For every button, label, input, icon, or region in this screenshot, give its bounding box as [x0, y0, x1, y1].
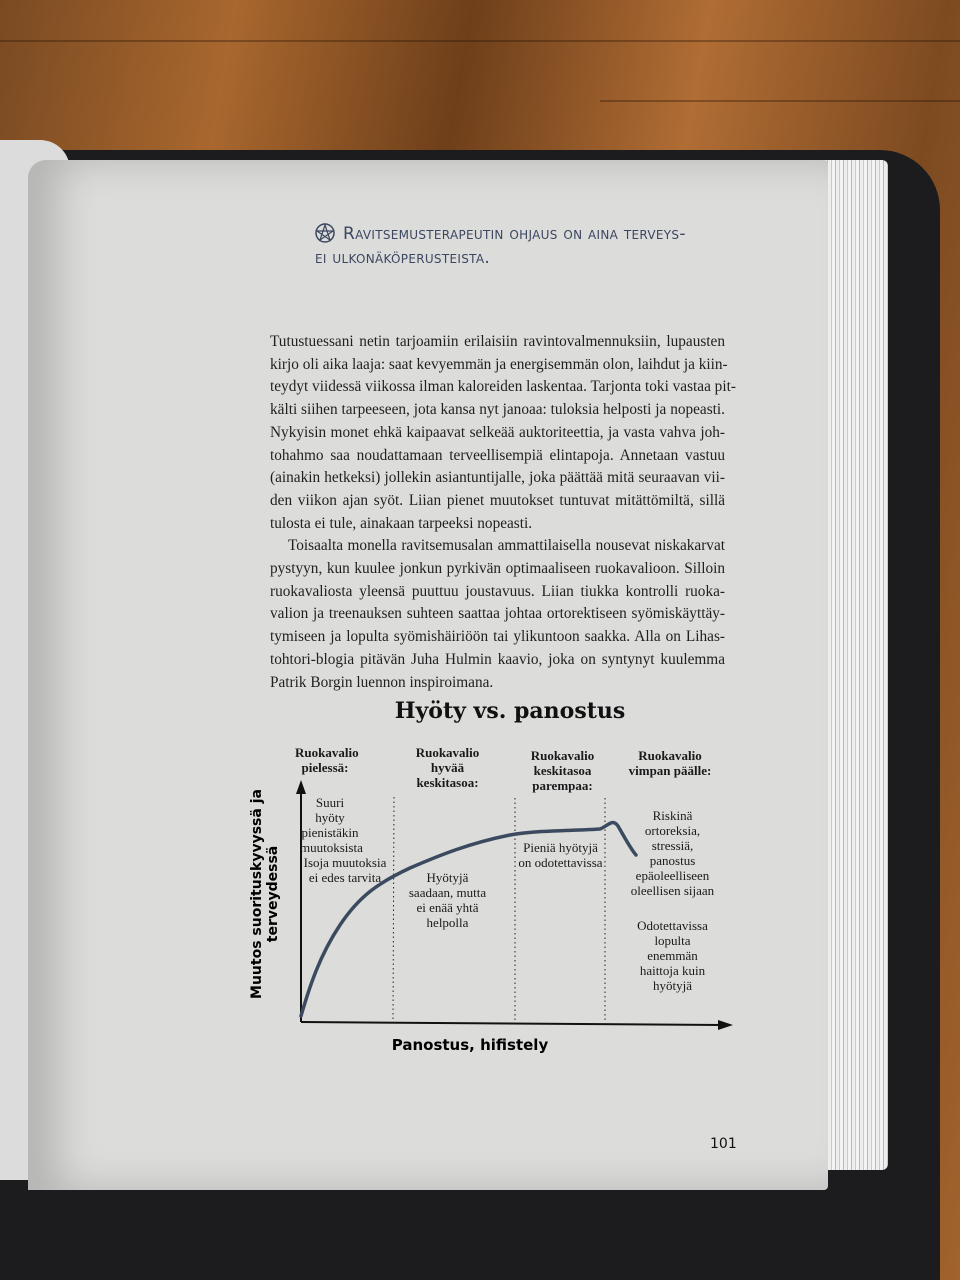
zone-note-line: haittoja kuin	[639, 963, 706, 978]
book-page	[28, 160, 828, 1190]
zone-note-line: ortoreksia,	[644, 823, 701, 838]
zone-header: Ruokavalio hyvää keskitasoa:	[390, 745, 505, 790]
zone-note: Odotettavissa lopulta enemmän haittoja kuin…	[615, 918, 730, 993]
zone-note-line: stressiä,	[651, 838, 694, 853]
zone-header-line: Ruokavalio	[530, 748, 595, 763]
zone-header: Ruokavalio vimpan päälle:	[610, 748, 730, 778]
zone-header-line: keskitasoa	[533, 763, 592, 778]
zone-header: Ruokavalio keskitasoa parempaa:	[505, 748, 620, 793]
zone-note-line: Odotettavissa	[637, 918, 708, 933]
zone-note-line: hyötyjä	[653, 978, 692, 993]
zone-header: Ruokavalio pielessä:	[295, 745, 359, 775]
text-line: tohtori-blogia pitävän Juha Hulmin kaavi…	[270, 650, 725, 668]
text-line: kirjo oli aika laaja: saat kevyemmän ja …	[270, 355, 728, 373]
page-number: 101	[710, 1136, 737, 1152]
x-axis-arrow	[718, 1020, 733, 1030]
text-line: Nykyisin monet ehkä kaipaavat selkeää au…	[270, 423, 725, 441]
zone-note-line: epäoleelliseen	[635, 868, 710, 883]
y-axis-arrow	[296, 780, 306, 794]
zone-note-line: helpolla	[426, 915, 469, 930]
zone-note-line: muutoksista	[300, 840, 363, 855]
text-line: ruokavaliosta yleensä puuttuu joustavuus…	[270, 582, 725, 600]
zone-note-line: oleellisen sijaan	[630, 883, 715, 898]
x-axis	[300, 1021, 723, 1026]
section-heading: Ravitsemusterapeutin ohjaus on aina terv…	[315, 222, 686, 270]
text-line: tymiseen ja lopulta syömishäiriöön tai y…	[270, 628, 725, 646]
zone-note: Suuri hyöty pienistäkin muutoksista	[300, 795, 363, 855]
zone-note-line: Hyötyjä	[426, 870, 469, 885]
text-line: pystyyn, kun kuulee jonkun pyrkivän opti…	[270, 560, 725, 577]
floor-seam	[600, 100, 960, 102]
benefit-curve	[299, 820, 638, 1018]
floor-seam	[0, 40, 960, 42]
zone-header-line: keskitasoa:	[416, 775, 479, 790]
heading-line: ei ulkonäköperusteista.	[315, 248, 491, 268]
text-line: kälti siihen tarpeeseen, jota kansa nyt …	[270, 401, 725, 419]
text-line: teydyt viidessä viikossa ilman kaloreide…	[270, 378, 736, 396]
text-line: tulosta ei tule, ainakaan tarpeeksi nope…	[270, 514, 533, 532]
zone-divider	[392, 796, 395, 1022]
zone-note: Hyötyjä saadaan, mutta ei enää yhtä helpoll…	[390, 870, 505, 930]
zone-header-line: hyvää	[430, 760, 465, 775]
text-line: Tutustuessani netin tarjoamiin erilaisii…	[270, 333, 725, 350]
zone-note-line: enemmän	[647, 948, 698, 963]
text-line: Toisaalta monella ravitsemusalan ammatti…	[288, 537, 725, 555]
zone-note-line: Suuri hyöty	[315, 795, 345, 825]
zone-header-line: Ruokavalio	[638, 748, 702, 763]
zone-note-line: ei edes tarvita	[308, 870, 382, 885]
zone-note-line: pienistäkin	[301, 825, 359, 840]
heading-line: Ravitsemusterapeutin ohjaus on aina terv…	[343, 224, 686, 244]
zone-header-line: Ruokavalio	[415, 745, 480, 760]
zone-header-line: vimpan päälle:	[628, 763, 712, 778]
text-line: (ainakin hetkeksi) jollekin asiantuntija…	[270, 469, 725, 487]
zone-note-line: on odotettavissa	[518, 855, 603, 870]
y-axis-label: Muutos suorituskyvyssä ja terveydessä	[249, 789, 281, 999]
zone-note: Riskinä ortoreksia, stressiä, panostus epäol…	[615, 808, 730, 898]
zone-header-line: parempaa:	[532, 778, 593, 793]
zone-note: Isoja muutoksia ei edes tarvita	[300, 855, 390, 885]
zone-note-line: Isoja muutoksia	[303, 855, 387, 870]
text-line: valion ja treenauksen suhteen saattaa jo…	[270, 605, 725, 623]
x-axis-label: Panostus, hifistely	[391, 1036, 549, 1054]
zone-header-line: Ruokavalio	[295, 745, 359, 760]
zone-note-line: Pieniä hyötyjä	[523, 840, 598, 855]
zone-header-line: pielessä:	[301, 760, 349, 775]
text-line: tohahmo saa noudattamaan terveellisempiä…	[270, 446, 725, 464]
zone-note-line: lopulta	[654, 933, 691, 948]
zone-note-line: ei enää yhtä	[416, 900, 479, 915]
zone-note: Pieniä hyötyjä on odotettavissa	[508, 840, 613, 870]
text-line: den viikon ajan syöt. Liian pienet muuto…	[270, 491, 725, 509]
zone-note-line: panostus	[649, 853, 696, 868]
zone-note-line: Riskinä	[652, 808, 693, 823]
chart-title: Hyöty vs. panostus	[394, 698, 626, 724]
text-line: Patrik Borgin luennon inspiroimana.	[270, 673, 494, 691]
pentagram-badge-icon	[315, 223, 335, 243]
zone-note-line: saadaan, mutta	[408, 885, 487, 900]
